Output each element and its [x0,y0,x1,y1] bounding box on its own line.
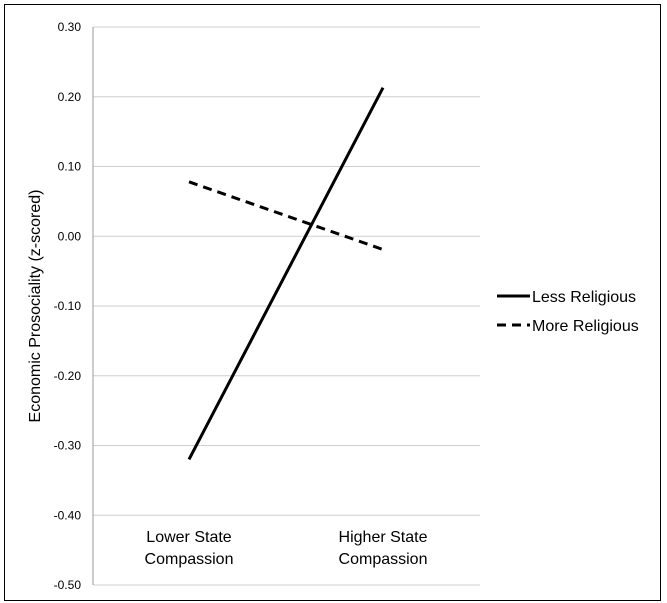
x-category-label: Higher State [339,529,428,546]
y-tick-label: -0.20 [54,369,82,383]
y-tick-label: 0.20 [58,90,82,104]
x-category-label: Lower State [146,529,231,546]
less-religious-line [187,86,385,461]
x-category-label: Compassion [145,551,234,568]
x-category-label: Compassion [339,551,428,568]
y-tick-label: -0.30 [54,439,82,453]
legend-label-less-religious: Less Religious [532,289,636,306]
legend-label-more-religious: More Religious [532,318,639,335]
y-tick-label: -0.40 [54,508,82,522]
y-tick-label: -0.50 [54,578,82,592]
figure-frame [4,4,661,601]
more-religious-line [188,180,384,251]
y-tick-label: 0.10 [58,160,82,174]
y-tick-label: -0.10 [54,299,82,313]
y-axis-title: Economic Prosociality (z-scored) [27,190,44,423]
y-tick-label: 0.30 [58,20,82,34]
y-tick-label: 0.00 [58,229,82,243]
